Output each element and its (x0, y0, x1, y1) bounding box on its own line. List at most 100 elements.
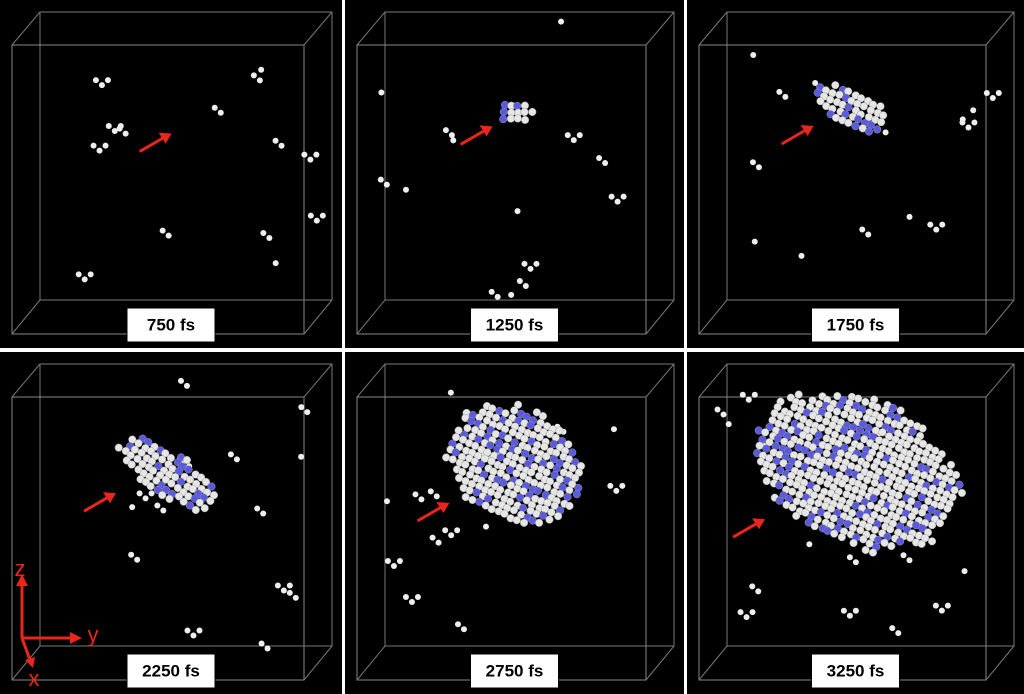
atom (859, 535, 868, 544)
atom (743, 614, 750, 621)
atom (861, 397, 870, 406)
atom (865, 231, 872, 238)
atom (776, 88, 783, 95)
atom (527, 437, 536, 446)
atom (831, 81, 840, 90)
atom (620, 193, 627, 200)
atom (887, 541, 896, 551)
atom (280, 587, 287, 594)
atom (831, 460, 841, 470)
atom (142, 495, 149, 502)
atom (542, 452, 551, 461)
atom (191, 505, 200, 515)
atom (856, 526, 865, 535)
atom (725, 421, 732, 428)
panel: 750 fs (0, 0, 342, 348)
box-edge (356, 645, 386, 681)
atom (812, 79, 819, 86)
atom (830, 529, 839, 538)
atom (880, 506, 889, 515)
arrow-shaft (732, 520, 760, 539)
atom (260, 229, 267, 236)
atom (564, 440, 573, 449)
atom (840, 410, 849, 419)
atom (796, 452, 805, 461)
atom (918, 439, 928, 448)
atom (500, 509, 509, 518)
atom (971, 119, 978, 126)
atom (206, 496, 215, 506)
panel-background (0, 352, 342, 694)
atom (788, 503, 797, 512)
atom (787, 471, 796, 480)
atom (879, 491, 888, 500)
atom (906, 533, 915, 542)
atom (851, 122, 860, 131)
atom (810, 522, 819, 531)
atom (278, 142, 285, 149)
atom (917, 539, 926, 548)
atom (188, 484, 197, 493)
atom (102, 142, 109, 149)
atom (798, 399, 807, 408)
atom (442, 127, 449, 134)
atom (200, 504, 209, 513)
atom (527, 265, 534, 272)
atom (274, 582, 281, 589)
atom (258, 640, 265, 647)
atom (442, 527, 449, 534)
atom (897, 469, 906, 478)
atom (894, 443, 903, 453)
atom (936, 501, 945, 510)
atom (319, 212, 326, 219)
atom (418, 496, 425, 503)
atom (961, 568, 968, 575)
atom (865, 539, 874, 548)
time-label: 2750 fs (486, 661, 544, 680)
atom (550, 501, 559, 510)
x-axis (20, 637, 32, 661)
atom (396, 557, 403, 564)
time-label-box (470, 307, 559, 343)
atom (486, 487, 496, 497)
atom (527, 468, 536, 477)
atom (512, 469, 521, 478)
atom (474, 435, 483, 444)
atom (852, 432, 861, 441)
atom (813, 515, 822, 524)
panel: 2750 fs (345, 352, 684, 694)
atom (512, 516, 521, 525)
atom (174, 467, 183, 476)
atom (383, 181, 390, 188)
atom (463, 424, 472, 433)
atom (755, 441, 764, 450)
atom (513, 446, 522, 455)
atom (837, 533, 846, 542)
atom (543, 483, 552, 492)
atom (454, 527, 461, 534)
atom (902, 440, 911, 449)
atom (955, 480, 964, 489)
atom (906, 213, 913, 220)
arrow-head (800, 125, 814, 136)
atom (775, 466, 784, 475)
box-edge (11, 645, 41, 681)
atom (900, 552, 907, 559)
atom (540, 442, 549, 451)
atom (882, 129, 889, 136)
atom (447, 389, 454, 396)
atom (509, 506, 518, 515)
atom (809, 473, 818, 483)
atom (817, 423, 826, 432)
atom (496, 468, 505, 478)
atom (852, 559, 859, 566)
atom (773, 434, 782, 443)
atom (520, 518, 529, 527)
box-edge (698, 645, 728, 681)
arrow-head (158, 132, 172, 144)
atom (889, 625, 896, 632)
z-head (16, 574, 28, 586)
atom (488, 288, 495, 295)
atom (298, 453, 305, 460)
atom (546, 461, 555, 470)
